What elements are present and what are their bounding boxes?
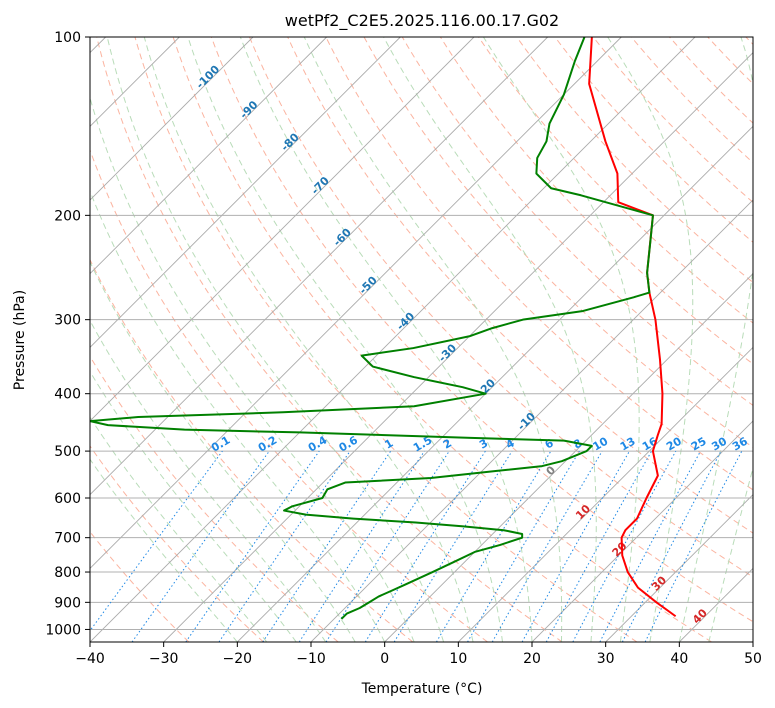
isotherm-line bbox=[605, 494, 753, 642]
x-tick-label: −20 bbox=[223, 651, 253, 667]
isotherm-line bbox=[90, 37, 696, 642]
dry-adiabat-line bbox=[478, 37, 753, 324]
y-tick-label: 200 bbox=[54, 208, 81, 224]
moist-adiabat-line bbox=[303, 37, 563, 642]
x-axis: −40 −30 −20 −10 0 10 20 30 40 50 bbox=[75, 642, 762, 667]
y-axis: 100 200 300 400 500 600 700 800 900 1000 bbox=[45, 30, 90, 638]
mixing-ratio-line bbox=[90, 450, 223, 632]
mixing-ratio-line bbox=[364, 450, 486, 642]
plot-frame bbox=[89, 36, 754, 643]
x-tick-label: 10 bbox=[449, 651, 467, 667]
y-tick-label: 900 bbox=[54, 595, 81, 611]
y-tick-label: 300 bbox=[54, 313, 81, 329]
y-tick-label: 400 bbox=[54, 387, 81, 403]
moist-adiabat-line bbox=[482, 37, 640, 642]
dry-adiabat-line bbox=[325, 37, 753, 491]
dry-adiabat-line bbox=[90, 445, 264, 642]
mixing-ratio-lines bbox=[90, 450, 743, 642]
temperature-profile-line bbox=[588, 37, 677, 618]
plot-area: -100-90-80-70-60-50-40-30-20-10010203040… bbox=[90, 37, 753, 642]
dry-adiabat-line bbox=[401, 37, 753, 406]
isotherms bbox=[90, 37, 753, 642]
isotherm-line bbox=[531, 420, 753, 642]
moist-adiabat-line bbox=[106, 37, 445, 642]
mixing-ratio-line bbox=[435, 450, 552, 642]
x-tick-label: −40 bbox=[75, 651, 105, 667]
moist-adiabat-line bbox=[90, 96, 415, 642]
isotherm-line bbox=[90, 37, 254, 201]
y-tick-label: 600 bbox=[54, 491, 81, 507]
dry-adiabat-line bbox=[287, 37, 753, 534]
dry-adiabat-line bbox=[134, 37, 638, 642]
moist-adiabat-line bbox=[187, 37, 504, 642]
x-tick-label: 50 bbox=[744, 651, 762, 667]
y-tick-label: 800 bbox=[54, 565, 81, 581]
dry-adiabat-line bbox=[96, 37, 563, 642]
moist-adiabat-line bbox=[678, 37, 753, 642]
isotherm-line bbox=[458, 346, 753, 642]
x-tick-label: −10 bbox=[296, 651, 326, 667]
mixing-ratio-line bbox=[325, 450, 450, 642]
sounding-profiles bbox=[90, 37, 677, 620]
x-tick-label: 40 bbox=[670, 651, 688, 667]
dry-adiabat-line bbox=[90, 258, 414, 642]
y-tick-label: 100 bbox=[54, 30, 81, 46]
moist-adiabat-line bbox=[90, 458, 238, 642]
isotherm-line bbox=[384, 273, 753, 642]
moist-adiabat-line bbox=[708, 466, 753, 642]
dry-adiabat-line bbox=[592, 37, 753, 203]
moist-adiabat-line bbox=[143, 37, 474, 642]
mixing-ratio-line bbox=[131, 450, 270, 642]
chart-title: wetPf2_C2E5.2025.116.00.17.G02 bbox=[285, 11, 559, 31]
isotherm-line bbox=[90, 37, 548, 496]
moist-adiabat-line bbox=[90, 260, 356, 642]
mixing-ratio-line bbox=[218, 450, 351, 642]
dry-adiabat-line bbox=[172, 37, 712, 642]
mixing-ratio-line bbox=[545, 450, 653, 642]
x-tick-label: −30 bbox=[149, 651, 179, 667]
x-tick-label: 20 bbox=[523, 651, 541, 667]
y-axis-label: Pressure (hPa) bbox=[12, 290, 28, 390]
isotherm-line bbox=[90, 37, 401, 348]
mixing-ratio-line bbox=[185, 450, 320, 642]
isotherm-line bbox=[310, 199, 753, 642]
dry-adiabat-line bbox=[630, 37, 753, 164]
x-tick-label: 0 bbox=[380, 651, 389, 667]
y-tick-label: 500 bbox=[54, 444, 81, 460]
mixing-ratio-line bbox=[467, 450, 580, 642]
dry-adiabat-line bbox=[363, 37, 753, 448]
moist-adiabat-line bbox=[607, 37, 694, 642]
mixing-ratio-line bbox=[491, 450, 603, 642]
isotherm-line bbox=[90, 37, 622, 569]
dry-adiabats bbox=[90, 37, 753, 642]
isotherm-line bbox=[237, 125, 753, 642]
dewpoint-profile-line bbox=[90, 37, 654, 620]
moist-adiabat-line bbox=[239, 37, 533, 642]
x-tick-label: 30 bbox=[597, 651, 615, 667]
mixing-ratio-line bbox=[521, 450, 630, 642]
dry-adiabat-line bbox=[516, 37, 753, 284]
y-tick-label: 700 bbox=[54, 531, 81, 547]
y-tick-label: 1000 bbox=[45, 622, 81, 638]
isotherm-line bbox=[163, 52, 753, 642]
mixing-ratio-line bbox=[393, 450, 513, 642]
isotherm-line bbox=[90, 37, 475, 422]
pressure-gridlines bbox=[90, 37, 753, 630]
x-axis-label: Temperature (°C) bbox=[361, 681, 483, 697]
isotherm-line bbox=[90, 37, 327, 275]
mixing-ratio-line bbox=[572, 450, 677, 642]
moist-adiabat-line bbox=[383, 37, 597, 642]
moist-adiabat-line bbox=[90, 189, 386, 642]
